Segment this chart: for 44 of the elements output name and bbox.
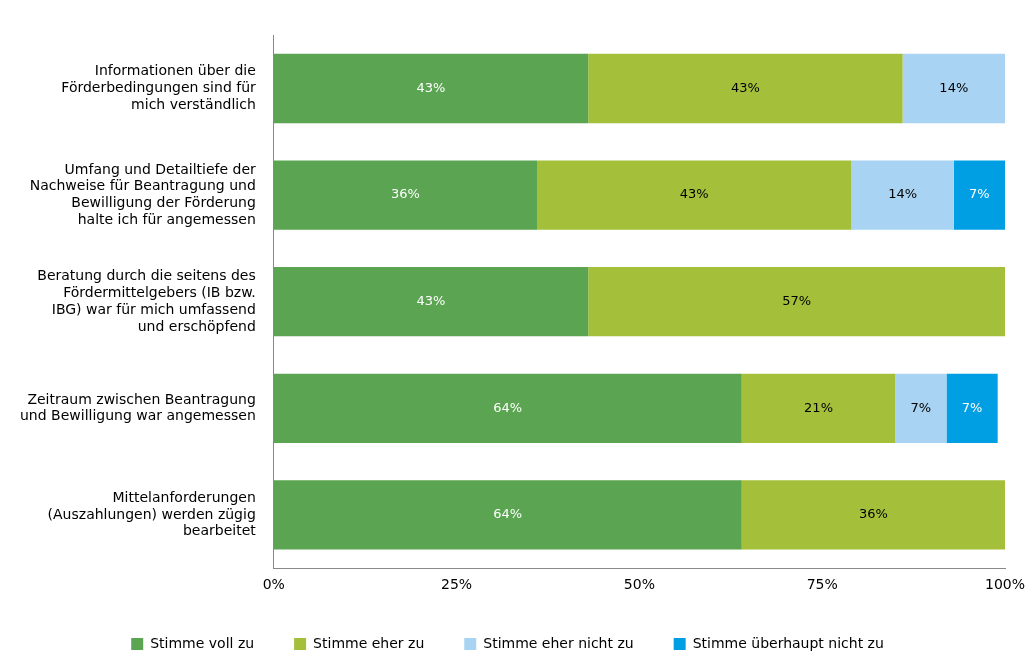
bar [741,480,1005,550]
legend-label: Stimme voll zu [150,634,255,651]
data-label: 64% [493,399,523,415]
data-label: 14% [888,186,918,202]
y-tick-label: Informationen über die Förderbedingungen sind für mich verständlich [61,62,257,112]
data-label: 7% [969,186,990,202]
legend-label: Stimme eher nicht zu [483,634,634,651]
data-label: 36% [858,506,888,522]
bar [273,53,589,124]
data-label: 43% [730,79,760,95]
bar [273,480,742,550]
x-tick-label: 50% [623,576,655,593]
y-tick-label: Umfang und Detailtiefe der Nachweise für Beantragung und Bewilligung der Förderung halte ich für angemessen [29,160,257,227]
bar [273,373,742,443]
y-tick-label: Beratung durch die seitens des Fördermittelgebers (IB bzw. IBG) war für mich umfassend und erschöpfend [37,267,256,334]
bar [537,160,852,230]
data-label: 7% [910,399,932,415]
x-tick-label: 75% [806,576,838,593]
data-label: 64% [493,506,523,522]
data-label: 36% [390,186,420,202]
data-label: 43% [416,79,446,95]
x-tick-label: 25% [441,576,473,593]
legend-label: Stimme eher zu [313,634,425,651]
bar [953,160,1005,230]
y-tick-label: Mittelanforderungen (Auszahlungen) werden zügig bearbeitet [47,488,257,539]
bar [273,267,589,337]
data-label: 14% [939,79,969,95]
y-tick-label: Zeitraum zwischen Beantragung und Bewilligung war angemessen [20,390,256,424]
legend-label: Stimme überhaupt nicht zu [692,634,884,651]
data-label: 43% [679,186,709,202]
bar [741,373,896,443]
bar [851,160,954,230]
bar [273,160,538,230]
bar [588,267,1005,337]
bar [895,373,947,443]
data-label: 43% [416,293,446,309]
bar [902,53,1005,124]
bar [946,373,998,443]
data-label: 57% [782,293,812,309]
data-label: 7% [961,399,983,415]
x-tick-label: 100% [984,576,1026,593]
bar [588,53,903,124]
x-tick-label: 0% [262,576,285,593]
data-label: 21% [804,399,833,415]
